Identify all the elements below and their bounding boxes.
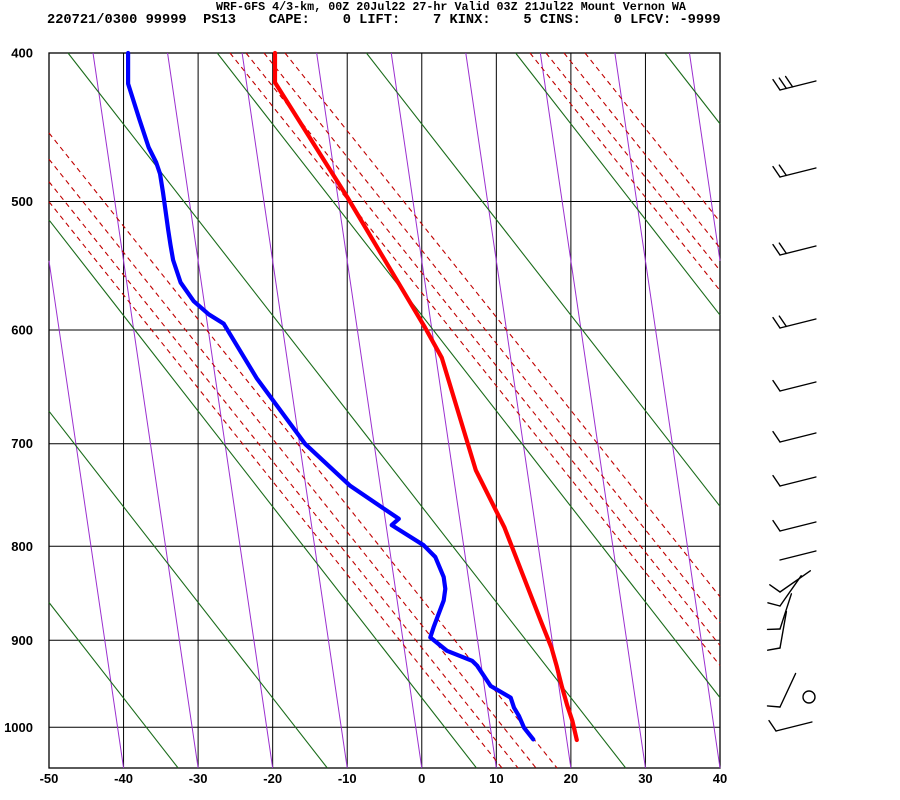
svg-text:10: 10 [489,771,503,786]
svg-text:-50: -50 [40,771,59,786]
svg-text:900: 900 [11,633,33,648]
svg-text:20: 20 [564,771,578,786]
svg-text:-20: -20 [263,771,282,786]
svg-text:800: 800 [11,539,33,554]
svg-text:500: 500 [11,194,33,209]
svg-text:-40: -40 [114,771,133,786]
svg-text:400: 400 [11,46,33,61]
svg-text:-30: -30 [189,771,208,786]
svg-text:30: 30 [638,771,652,786]
svg-text:40: 40 [713,771,727,786]
svg-text:700: 700 [11,436,33,451]
svg-text:600: 600 [11,323,33,338]
svg-text:0: 0 [418,771,425,786]
svg-text:-10: -10 [338,771,357,786]
svg-text:1000: 1000 [4,720,33,735]
